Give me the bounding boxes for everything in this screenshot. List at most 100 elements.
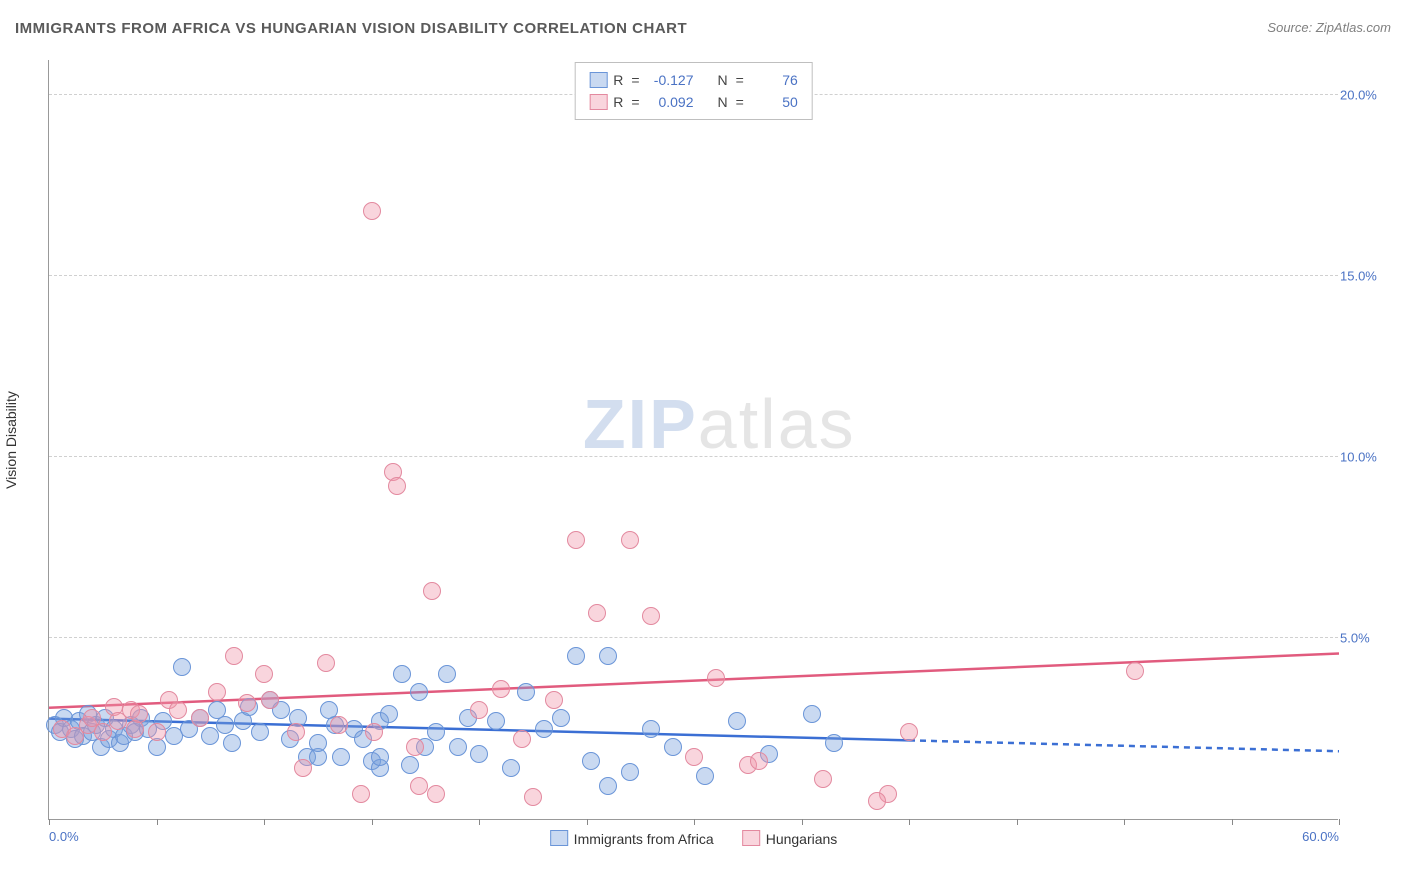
data-point [201,727,219,745]
gridline [49,637,1338,638]
equals: = [631,91,639,113]
equals: = [631,69,639,91]
data-point [363,202,381,220]
data-point [384,463,402,481]
x-tick [587,819,588,825]
data-point [261,691,279,709]
data-point [251,723,269,741]
data-point [470,701,488,719]
data-point [234,712,252,730]
data-point [115,727,133,745]
data-point [401,756,419,774]
y-tick-label: 15.0% [1340,269,1390,284]
data-point [173,658,191,676]
x-tick [1124,819,1125,825]
x-tick [1339,819,1340,825]
data-point [621,531,639,549]
y-tick-label: 5.0% [1340,631,1390,646]
data-point [53,720,71,738]
data-point [122,701,140,719]
n-value: 76 [752,69,798,91]
data-point [165,727,183,745]
data-point [363,752,381,770]
data-point [46,716,64,734]
x-tick-label: 60.0% [1302,829,1339,844]
data-point [621,763,639,781]
data-point [148,738,166,756]
data-point [423,582,441,600]
data-point [352,785,370,803]
x-tick [1017,819,1018,825]
data-point [371,759,389,777]
data-point [281,730,299,748]
r-value: -0.127 [648,69,694,91]
data-point [371,748,389,766]
data-point [664,738,682,756]
data-point [126,723,144,741]
x-tick [802,819,803,825]
legend-label: Immigrants from Africa [574,831,714,847]
correlation-legend: R=-0.127N=76R=0.092N=50 [574,62,813,120]
data-point [55,709,73,727]
data-point [96,709,114,727]
data-point [642,607,660,625]
data-point [216,716,234,734]
n-label: N [718,69,728,91]
data-point [582,752,600,770]
data-point [105,698,123,716]
data-point [51,723,69,741]
plot-area: Vision Disability ZIPatlas R=-0.127N=76R… [48,60,1338,820]
series-legend: Immigrants from Africa Hungarians [542,830,846,847]
data-point [685,748,703,766]
watermark: ZIPatlas [583,384,856,464]
data-point [760,745,778,763]
data-point [326,716,344,734]
chart-container: Vision Disability ZIPatlas R=-0.127N=76R… [48,60,1388,832]
equals: = [736,69,744,91]
y-tick-label: 10.0% [1340,450,1390,465]
trend-line [49,719,909,741]
legend-item: Hungarians [742,830,838,847]
data-point [92,738,110,756]
data-point [459,709,477,727]
x-tick [694,819,695,825]
data-point [642,720,660,738]
data-point [449,738,467,756]
data-point [83,723,101,741]
data-point [1126,662,1144,680]
chart-title: IMMIGRANTS FROM AFRICA VS HUNGARIAN VISI… [15,20,687,37]
legend-item: Immigrants from Africa [550,830,714,847]
data-point [535,720,553,738]
data-point [261,691,279,709]
data-point [416,738,434,756]
data-point [354,730,372,748]
data-point [427,785,445,803]
r-value: 0.092 [648,91,694,113]
data-point [803,705,821,723]
data-point [406,738,424,756]
data-point [225,647,243,665]
data-point [208,683,226,701]
data-point [371,712,389,730]
data-point [240,698,258,716]
data-point [298,748,316,766]
data-point [317,654,335,672]
data-point [79,716,97,734]
data-point [180,720,198,738]
data-point [294,759,312,777]
r-label: R [613,69,623,91]
trend-lines [49,60,1339,820]
y-axis-label: Vision Disability [3,391,19,489]
source-label: Source: [1267,20,1312,35]
data-point [879,785,897,803]
data-point [208,701,226,719]
data-point [599,647,617,665]
data-point [380,705,398,723]
data-point [154,712,172,730]
data-point [272,701,290,719]
x-tick [372,819,373,825]
trend-line [49,654,1339,708]
data-point [825,734,843,752]
data-point [70,712,88,730]
n-value: 50 [752,91,798,113]
